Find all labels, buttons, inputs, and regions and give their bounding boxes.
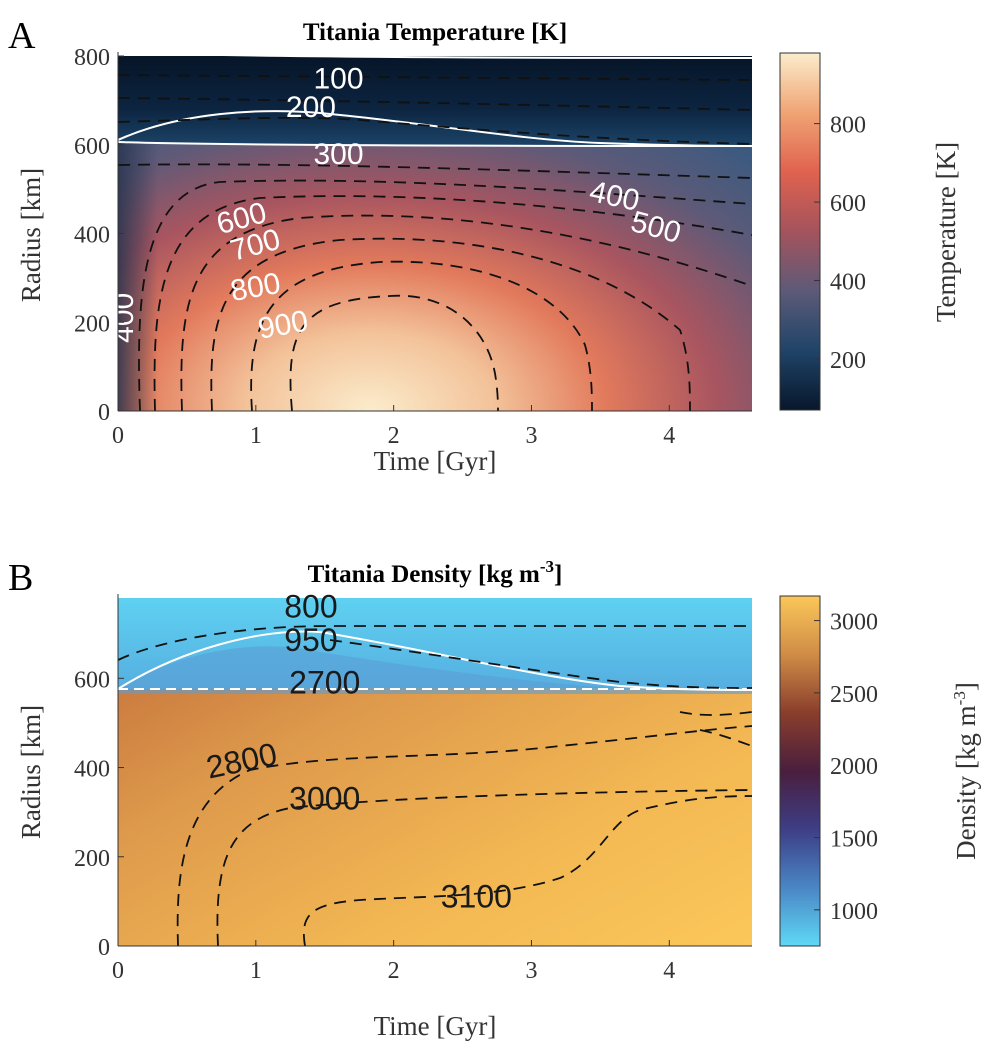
panel-a-title: Titania Temperature [K] <box>303 19 567 46</box>
colorbar-tick-label: 3000 <box>830 610 878 636</box>
y-tick-label: 600 <box>74 667 110 693</box>
colorbar-tick-label: 1000 <box>830 899 878 925</box>
x-tick-label: 4 <box>663 423 675 449</box>
contour-label: 950 <box>284 622 337 658</box>
colorbar-b <box>779 595 821 947</box>
x-tick-label: 0 <box>112 423 124 449</box>
contour-label: 200 <box>286 91 336 124</box>
panel-b: B Titania Density [kg m-3] 8009502700280… <box>8 557 981 1041</box>
y-tick-label: 200 <box>74 311 110 337</box>
colorbar-tick-label: 200 <box>830 348 866 374</box>
panel-letter-b: B <box>8 557 33 599</box>
contour-label: 3100 <box>441 879 512 915</box>
panel-letter-a: A <box>8 15 36 57</box>
y-tick-label: 400 <box>74 223 110 249</box>
contour-label: 3000 <box>289 780 360 816</box>
panel-a-ylabel: Radius [km] <box>16 168 46 302</box>
colorbar-a <box>779 52 821 411</box>
panel-b-ylabel: Radius [km] <box>16 705 46 839</box>
panel-b-title: Titania Density [kg m-3] <box>308 557 563 588</box>
y-tick-label: 0 <box>98 400 110 426</box>
colorbar-tick-label: 600 <box>830 191 866 217</box>
x-tick-label: 4 <box>663 958 675 984</box>
x-tick-label: 1 <box>250 958 262 984</box>
x-tick-label: 3 <box>525 958 537 984</box>
colorbar-tick-label: 800 <box>830 113 866 139</box>
contour-label: 300 <box>313 138 363 171</box>
colorbar-tick-label: 2500 <box>830 682 878 708</box>
y-tick-label: 600 <box>74 134 110 160</box>
colorbar-tick-label: 400 <box>830 270 866 296</box>
x-tick-label: 3 <box>525 423 537 449</box>
contour-label: 800 <box>284 589 337 625</box>
y-tick-label: 200 <box>74 846 110 872</box>
contour-label: 100 <box>313 62 363 95</box>
contour-label: 2700 <box>289 664 360 700</box>
temperature-field <box>118 56 752 411</box>
x-tick-label: 2 <box>388 958 400 984</box>
y-tick-label: 400 <box>74 757 110 783</box>
colorbar-tick-label: 1500 <box>830 827 878 853</box>
x-tick-label: 0 <box>112 958 124 984</box>
panel-a: A Titania Temperature [K] <box>8 15 961 476</box>
colorbar-tick-label: 2000 <box>830 754 878 780</box>
colorbar-a-ticks: 200 400 600 800 <box>814 113 866 374</box>
panel-a-xlabel: Time [Gyr] <box>374 446 497 476</box>
colorbar-a-label: Temperature [K] <box>931 142 961 322</box>
contour-label: 400 <box>107 293 140 343</box>
y-tick-label: 0 <box>98 935 110 961</box>
density-field <box>118 598 752 946</box>
x-tick-label: 1 <box>250 423 262 449</box>
panel-b-xlabel: Time [Gyr] <box>374 1011 497 1041</box>
x-tick-label: 2 <box>388 423 400 449</box>
colorbar-b-ticks: 1000 1500 2000 2500 3000 <box>814 610 878 925</box>
y-tick-label: 800 <box>74 45 110 71</box>
axes-b: 0 1 2 3 4 0 200 400 600 <box>74 594 752 984</box>
colorbar-b-label: Density [kg m-3] <box>950 682 981 860</box>
